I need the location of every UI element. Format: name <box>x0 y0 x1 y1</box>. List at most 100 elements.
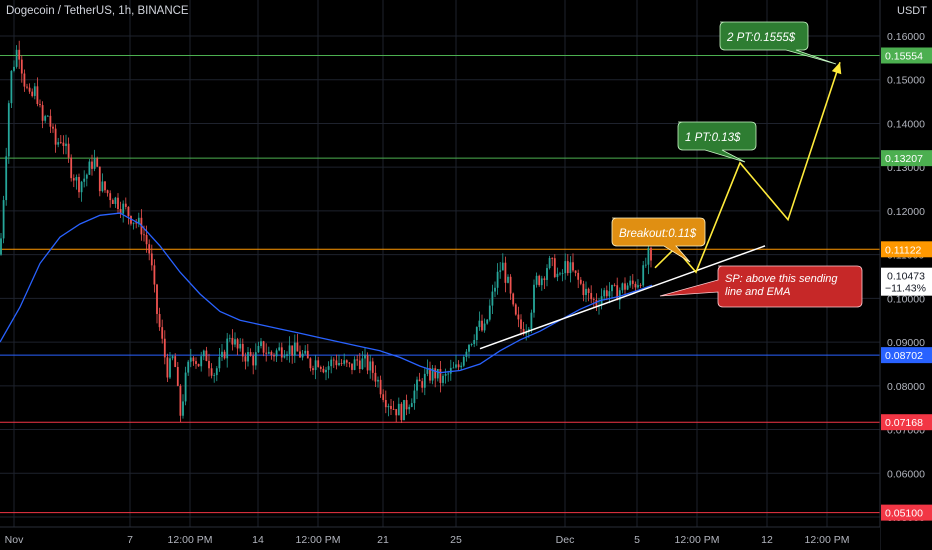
candle-body <box>400 403 403 421</box>
candle-body <box>312 368 314 371</box>
candle-body <box>10 70 13 104</box>
candle-body <box>374 372 377 382</box>
candle-body <box>137 217 140 224</box>
candle-body <box>88 161 91 175</box>
candle-body <box>543 278 546 280</box>
candle-body <box>213 375 216 376</box>
candle-body <box>41 105 44 121</box>
level-badge <box>881 241 932 258</box>
candle-body <box>538 275 541 286</box>
candle-body <box>228 337 231 339</box>
pt2-callout[interactable]: 2 PT:0.1555$ <box>719 21 837 65</box>
price-tick-label: 0.08000 <box>887 381 925 393</box>
candle-body <box>156 284 158 314</box>
candle-body <box>20 59 23 74</box>
candle-body <box>67 143 70 158</box>
candle-body <box>106 190 109 194</box>
sp-callout[interactable]: SP: above this sending line and EMA <box>659 265 863 308</box>
candle-body <box>457 364 460 368</box>
candle-body <box>613 284 616 286</box>
time-tick-label: 7 <box>127 534 133 546</box>
level-badge <box>881 347 932 364</box>
candle-body <box>338 363 340 366</box>
candle-body <box>286 354 288 357</box>
candle-body <box>195 361 197 364</box>
candle-body <box>410 403 413 407</box>
candle-body <box>343 360 346 364</box>
candle-body <box>556 273 559 278</box>
candle-body <box>192 357 195 362</box>
candle-body <box>127 206 130 216</box>
chart-title: Dogecoin / TetherUS, 1h, BINANCE <box>6 5 189 17</box>
candle-body <box>215 368 218 376</box>
candle-body <box>553 258 556 278</box>
candle-body <box>603 290 606 297</box>
projection-path <box>654 61 841 274</box>
pt2-label: 2 PT:0.1555$ <box>726 32 796 44</box>
candle-body <box>345 360 348 363</box>
candle-body <box>434 368 437 379</box>
candle-body <box>533 284 535 313</box>
candle-body <box>512 293 515 305</box>
candle-body <box>135 222 138 224</box>
time-axis[interactable]: Nov 7 12:00 PM 14 12:00 PM 21 25 Dec 5 12:00 PM 12… <box>0 526 880 550</box>
candle-body <box>468 344 470 352</box>
breakout-callout[interactable]: Breakout:0.11$ <box>611 217 706 263</box>
candle-body <box>481 320 483 331</box>
candle-body <box>83 178 86 182</box>
candle-body <box>202 350 205 357</box>
candle-body <box>78 177 80 193</box>
pt1-callout[interactable]: 1 PT:0.13$ <box>677 121 757 163</box>
candle-body <box>395 409 398 416</box>
candle-body <box>465 351 468 357</box>
candle-body <box>145 234 148 245</box>
candle-body <box>561 273 564 274</box>
candle-body <box>514 304 517 315</box>
candle-body <box>494 287 496 292</box>
time-tick-label: 12 <box>761 534 773 546</box>
candle-body <box>366 355 369 371</box>
candle-body <box>322 368 325 373</box>
time-axis-bg <box>0 527 880 550</box>
candle-body <box>572 262 574 271</box>
candle-body <box>439 368 442 383</box>
candle-body <box>569 262 572 274</box>
candle-body <box>371 361 374 373</box>
candle-body <box>618 290 621 301</box>
candle-body <box>585 288 587 296</box>
price-tick-label: 0.12000 <box>887 206 925 218</box>
candle-body <box>426 368 429 374</box>
candle-body <box>392 408 395 410</box>
candle-body <box>7 103 10 157</box>
candle-body <box>93 158 96 169</box>
candle-body <box>504 262 507 283</box>
candle-body <box>564 261 567 274</box>
time-tick-label: 12:00 PM <box>805 534 850 546</box>
candle-body <box>52 126 54 129</box>
level-badge-label: 0.07168 <box>885 417 923 429</box>
candle-body <box>431 368 434 381</box>
candle-body <box>234 339 236 345</box>
candle-body <box>226 338 229 359</box>
candle-body <box>23 73 26 87</box>
candle-body <box>210 368 213 376</box>
candle-body <box>642 265 645 286</box>
candle-body <box>387 405 390 408</box>
candle-body <box>340 363 343 364</box>
candle-body <box>592 299 595 300</box>
projection-arrow-head <box>831 62 842 75</box>
candle-body <box>49 115 52 127</box>
candle-body <box>444 373 447 376</box>
candle-body <box>473 339 476 344</box>
candle-body <box>184 372 187 402</box>
time-tick-label: 12:00 PM <box>296 534 341 546</box>
candle-body <box>429 368 431 381</box>
candle-body <box>182 401 184 416</box>
candle-body <box>98 166 101 192</box>
price-axis[interactable]: 0.160000.150000.140000.130000.120000.110… <box>879 0 932 550</box>
candle-body <box>397 403 400 416</box>
annotations: Breakout:0.11$ 1 PT:0.13$ 2 PT:0.1555$ S… <box>611 21 863 308</box>
ema-line <box>0 212 653 374</box>
